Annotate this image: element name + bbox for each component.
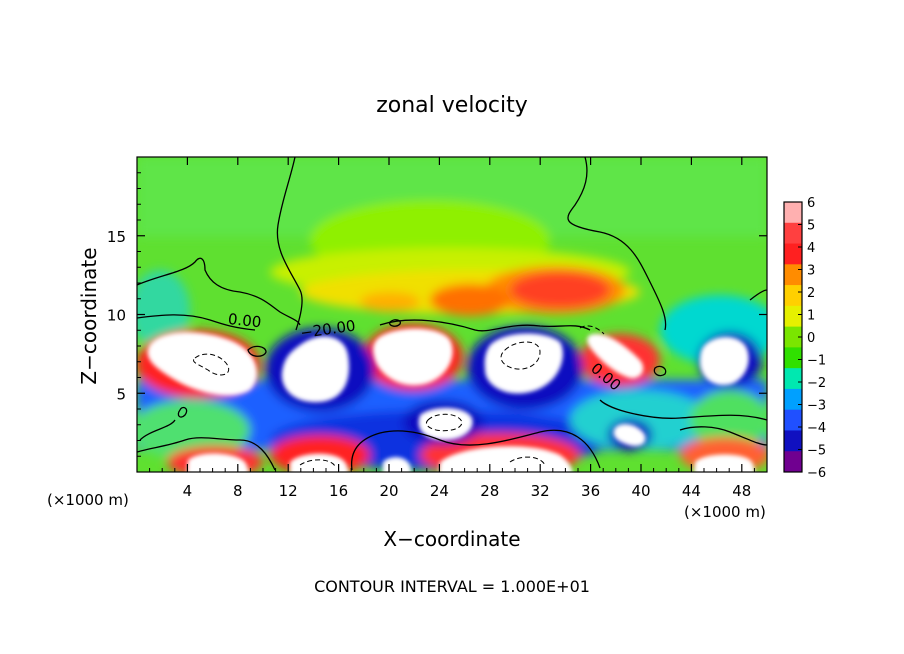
x-tick-label: 8: [233, 482, 243, 500]
colorbar-swatch: [784, 347, 802, 369]
colorbar-swatch: [784, 243, 802, 265]
y-tick-label: 5: [116, 385, 126, 403]
colorbar-swatch: [784, 285, 802, 307]
x-tick-label: 28: [480, 482, 499, 500]
plot-area: [137, 157, 767, 472]
y-axis: 5 10 15: [107, 172, 767, 457]
colorbar-swatch: [784, 430, 802, 452]
colorbar-swatch: [784, 368, 802, 390]
x-tick-label: 44: [682, 482, 701, 500]
colorbar-swatch: [784, 388, 802, 411]
x-tick-label: 40: [631, 482, 650, 500]
colorbar-label: 6: [807, 196, 815, 211]
colorbar-swatch: [784, 451, 802, 473]
x-units-right: (×1000 m): [684, 503, 766, 521]
y-tick-label: 10: [107, 307, 126, 325]
x-axis-label: X−coordinate: [383, 527, 520, 551]
colorbar-label: 2: [807, 286, 815, 301]
colorbar-swatch: [784, 202, 802, 224]
y-tick-label: 15: [107, 228, 126, 246]
dashed-contours: [193, 325, 605, 467]
x-tick-label: 16: [329, 482, 348, 500]
colorbar-label: 4: [807, 241, 815, 256]
x-tick-label: 36: [581, 482, 600, 500]
colorbar-label: −2: [807, 376, 826, 391]
colorbar-label: 1: [807, 309, 815, 324]
colorbar-swatch: [784, 305, 802, 328]
contour-label: 0.00: [227, 310, 262, 331]
chart-title: zonal velocity: [376, 93, 528, 118]
x-tick-label: 32: [531, 482, 550, 500]
colorbar-label: 0: [807, 331, 815, 346]
colorbar-label: 5: [807, 219, 815, 234]
saturated-regions: [147, 328, 755, 472]
colorbar: 6 5 4 3 2 1 0 −1 −2 −3 −4 −5 −6: [783, 196, 826, 481]
x-tick-label: 48: [732, 482, 751, 500]
colorbar-swatch: [784, 409, 802, 431]
y-axis-label: Z−coordinate: [77, 247, 101, 384]
colorbar-label: −5: [807, 444, 826, 459]
contour-interval-note: CONTOUR INTERVAL = 1.000E+01: [314, 577, 590, 596]
contour-lines: [137, 157, 767, 471]
colorbar-label: −6: [807, 466, 826, 481]
colorbar-swatch: [784, 326, 802, 348]
x-tick-label: 4: [183, 482, 193, 500]
x-tick-label: 24: [430, 482, 449, 500]
colorbar-label: −3: [807, 399, 826, 414]
colorbar-label: 3: [807, 264, 815, 279]
colorbar-label: −4: [807, 421, 826, 436]
colorbar-swatch: [784, 222, 802, 245]
colorbar-label: −1: [807, 354, 826, 369]
x-tick-label: 20: [379, 482, 398, 500]
x-axis: 4 8 12 16 20 24 28 32 36 40 44 48: [149, 157, 755, 500]
colorbar-swatch: [784, 264, 802, 286]
x-tick-label: 12: [279, 482, 298, 500]
x-units-left: (×1000 m): [47, 491, 129, 509]
